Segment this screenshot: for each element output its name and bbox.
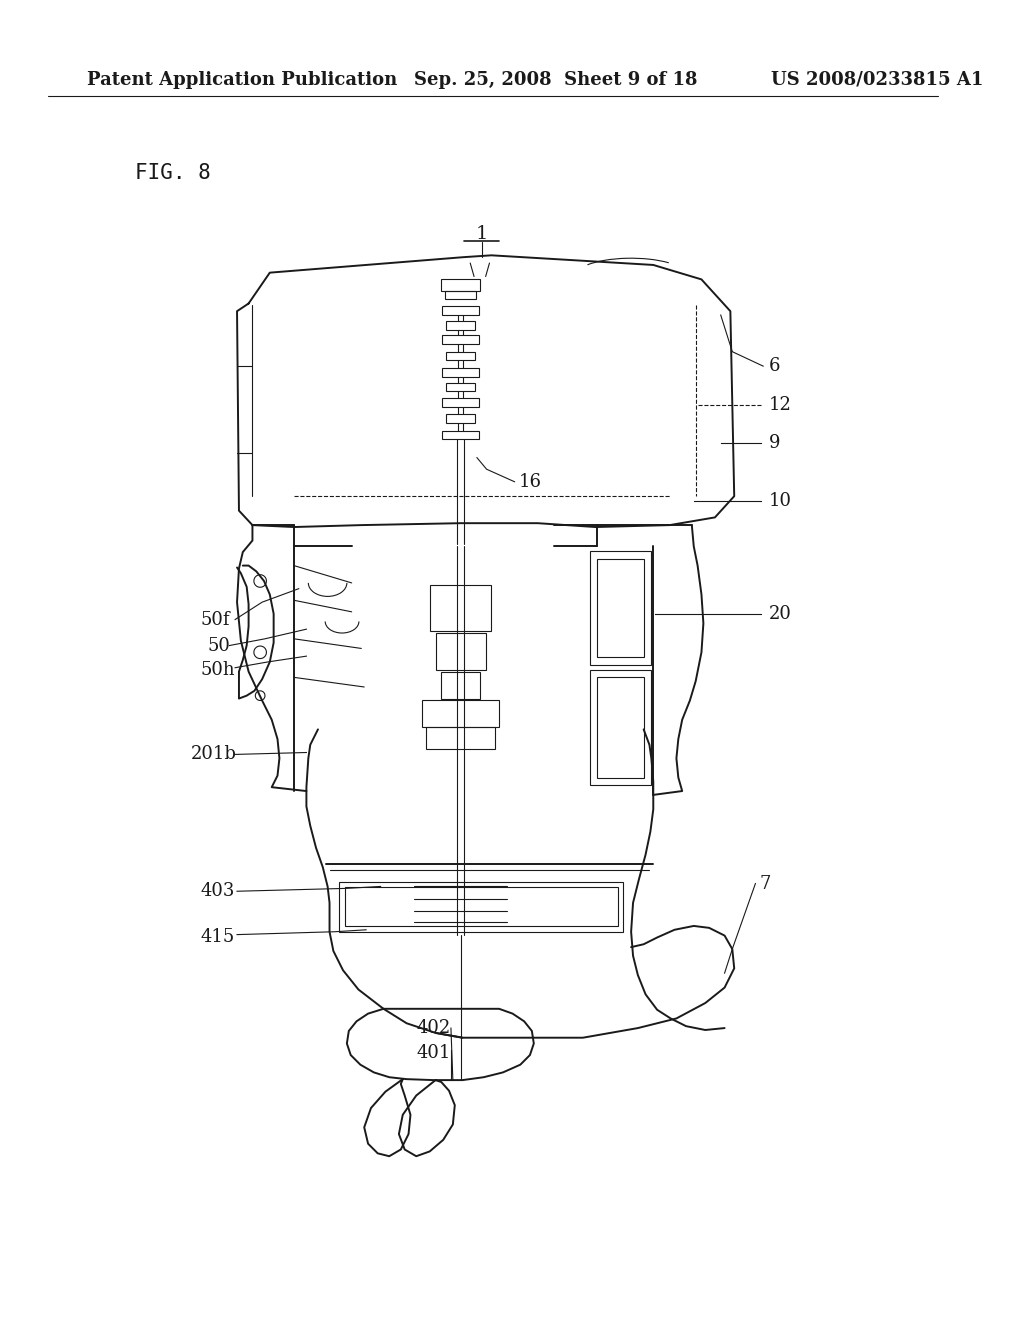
Text: 201b: 201b [190, 746, 237, 763]
Bar [442, 397, 479, 407]
Text: 12: 12 [769, 396, 792, 413]
Text: 50f: 50f [201, 611, 230, 628]
Text: 403: 403 [201, 882, 234, 900]
Bar [422, 701, 499, 727]
Text: 50h: 50h [201, 660, 236, 678]
Text: 50: 50 [207, 636, 230, 655]
Bar [430, 585, 492, 631]
Text: US 2008/0233815 A1: US 2008/0233815 A1 [771, 71, 983, 88]
Text: 401: 401 [416, 1044, 451, 1063]
Bar [442, 430, 479, 440]
Text: 402: 402 [416, 1019, 451, 1038]
Bar [442, 306, 479, 315]
Bar [446, 351, 475, 360]
Bar [446, 321, 475, 330]
Text: 16: 16 [518, 473, 542, 491]
Text: 415: 415 [201, 928, 234, 946]
Bar [442, 368, 479, 376]
Bar [446, 414, 475, 422]
Bar [590, 552, 651, 665]
Bar [446, 383, 475, 391]
Bar [345, 887, 617, 925]
Bar [597, 558, 644, 657]
Text: 10: 10 [769, 492, 792, 510]
Text: FIG. 8: FIG. 8 [135, 164, 211, 183]
Bar [435, 634, 485, 669]
Bar [441, 672, 480, 698]
Bar [441, 280, 480, 290]
Text: 1: 1 [475, 226, 488, 243]
Bar [445, 290, 476, 298]
Text: Patent Application Publication: Patent Application Publication [87, 71, 397, 88]
Bar [339, 882, 624, 932]
Text: 20: 20 [769, 605, 792, 623]
Bar [442, 335, 479, 345]
Text: Sep. 25, 2008  Sheet 9 of 18: Sep. 25, 2008 Sheet 9 of 18 [415, 71, 697, 88]
Text: 6: 6 [769, 358, 780, 375]
Bar [426, 727, 496, 748]
Text: 7: 7 [759, 875, 771, 892]
Text: 9: 9 [769, 434, 780, 453]
Bar [597, 677, 644, 777]
Bar [590, 669, 651, 785]
